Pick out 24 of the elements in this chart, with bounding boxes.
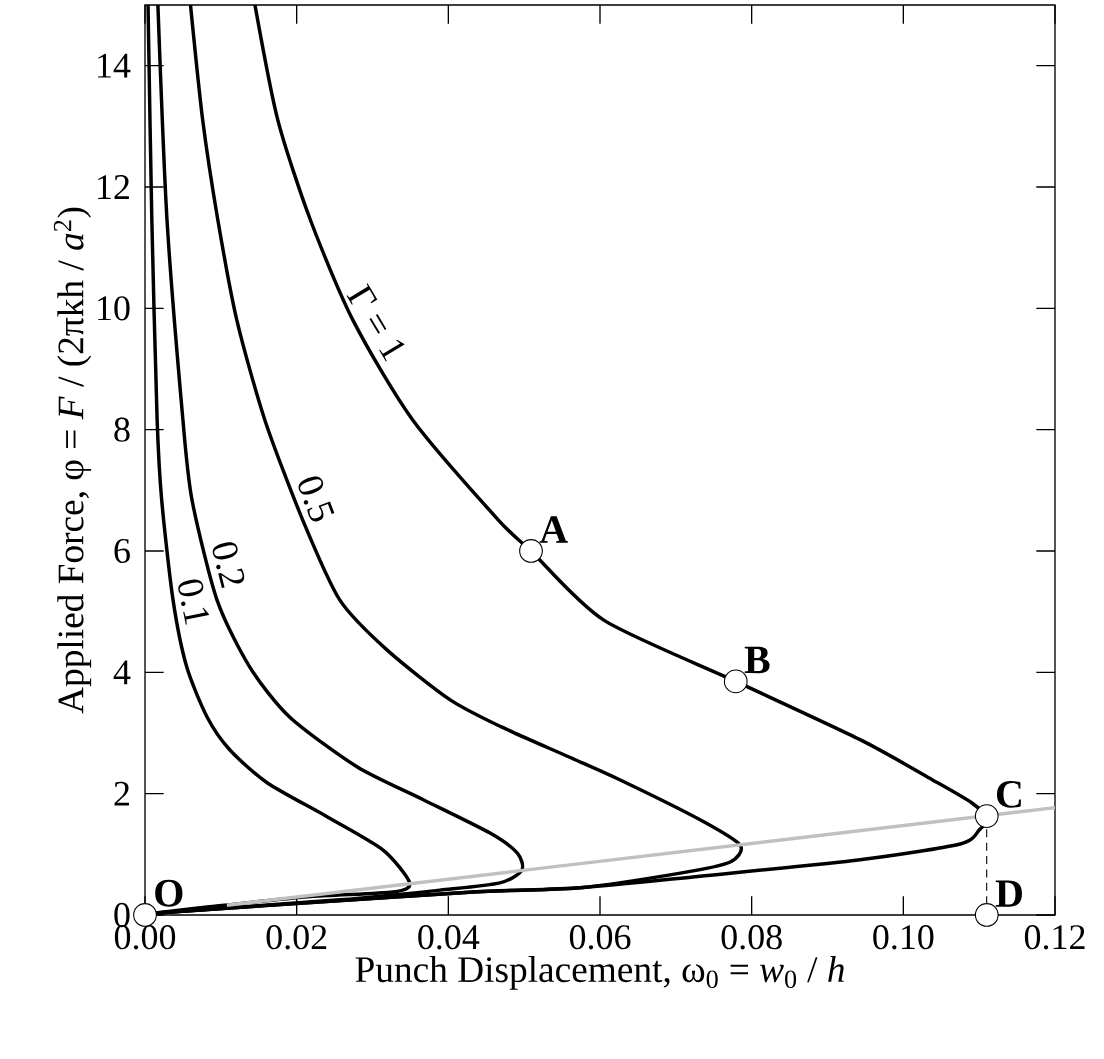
legend-label: 0.2 xyxy=(212,542,245,589)
text: 0.1 xyxy=(178,579,209,625)
x-tick-label: 0.12 xyxy=(1024,925,1085,950)
y-tick-label: 14 xyxy=(98,53,131,78)
annotation: A xyxy=(539,516,568,543)
y-tick-label: 8 xyxy=(114,417,130,442)
text: Γ = 1 xyxy=(346,283,405,362)
x-tick-label: 0.06 xyxy=(569,925,631,950)
y-tick-label: 6 xyxy=(114,538,130,564)
text: 0.5 xyxy=(298,476,335,522)
y-tick-label: 10 xyxy=(98,296,130,321)
annotation: D xyxy=(995,880,1022,907)
y-tick-label: 12 xyxy=(98,175,129,199)
y-tick-label: 2 xyxy=(114,781,129,806)
x-axis-title: Punch Displacement, ω$_{0}$ = w$_{0}$ / h xyxy=(355,955,844,990)
y-axis-title: Applied Force, φ = F / (2πkh / a$^{2}$) xyxy=(53,207,92,714)
annotation: B xyxy=(744,646,770,674)
annotation: C xyxy=(996,780,1021,808)
y-tick-label: 4 xyxy=(113,660,131,685)
x-tick-label: 0.04 xyxy=(418,925,480,950)
x-tick-label: 0.02 xyxy=(266,925,327,950)
x-tick-label: 0.10 xyxy=(873,925,934,950)
x-tick-label: 0.08 xyxy=(721,925,782,950)
annotation: O xyxy=(155,879,183,907)
